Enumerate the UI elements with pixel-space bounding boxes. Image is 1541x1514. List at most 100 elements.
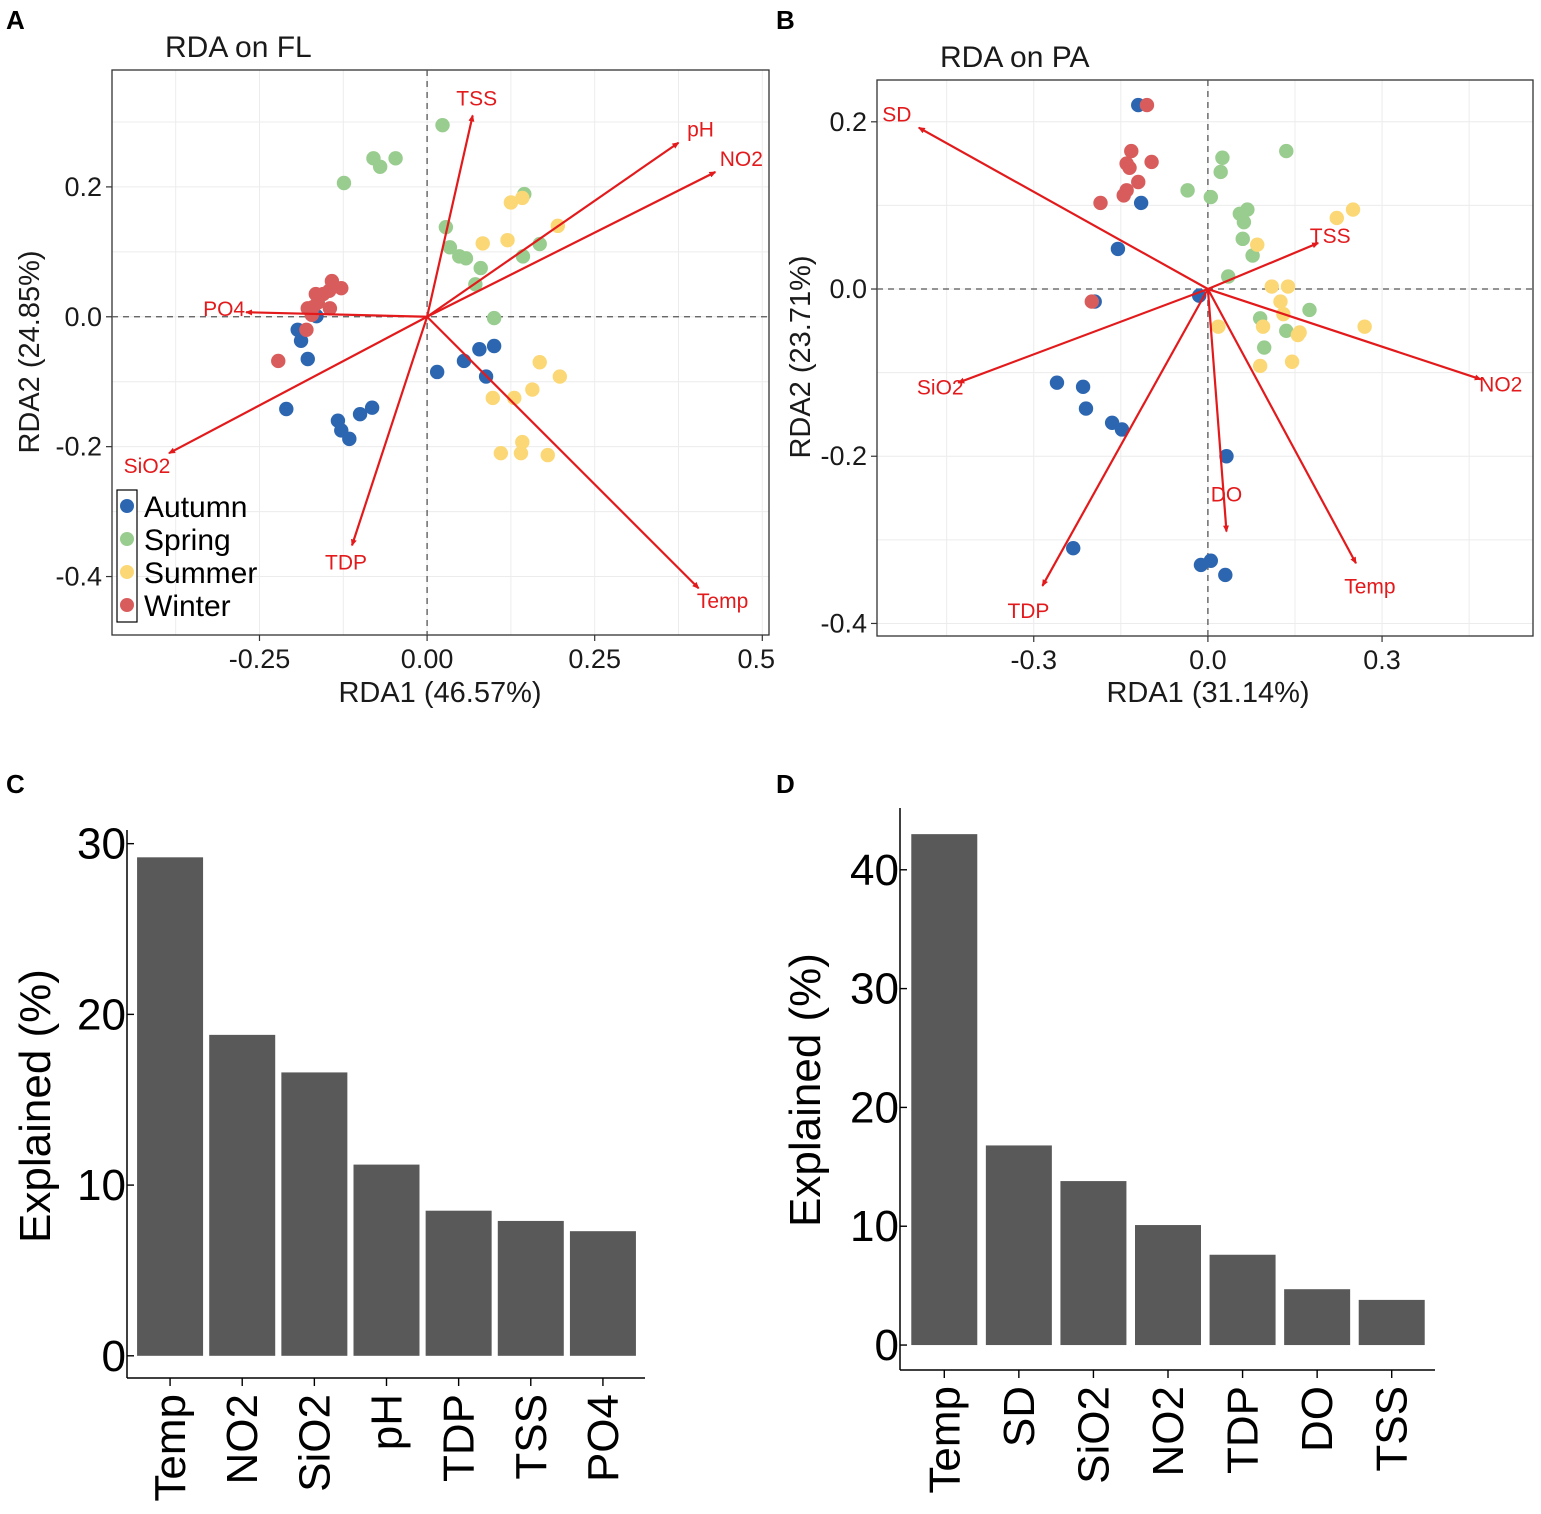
legend-swatch-summer bbox=[120, 565, 134, 579]
sample-point-autumn bbox=[1110, 241, 1126, 257]
sample-point-autumn bbox=[1066, 541, 1081, 556]
vector-arrow-temp bbox=[1206, 288, 1357, 565]
y-tick-label: 0 bbox=[875, 1321, 899, 1370]
sample-point-winter bbox=[271, 353, 286, 369]
sample-point-autumn bbox=[293, 333, 309, 349]
sample-point-spring bbox=[1235, 231, 1250, 247]
y-tick-label: 30 bbox=[77, 820, 126, 869]
x-tick-label-tss: TSS bbox=[1368, 1386, 1417, 1472]
sample-point-spring bbox=[1240, 202, 1255, 217]
y-tick-label: 40 bbox=[850, 846, 899, 895]
vector-arrow-no2 bbox=[426, 170, 717, 318]
sample-point-autumn bbox=[1219, 449, 1234, 464]
vector-label-sio2: SiO2 bbox=[124, 455, 171, 478]
sample-point-winter bbox=[1124, 143, 1139, 159]
vector-label-tdp: TDP bbox=[325, 551, 367, 574]
x-tick-label-no2: NO2 bbox=[1144, 1386, 1193, 1476]
sample-point-winter bbox=[334, 281, 349, 296]
fl-explained-bar-panel: 0 10 20 30 Temp NO2 SiO2 pH TDP TSS PO4 Explained… bbox=[11, 820, 645, 1502]
sample-point-spring bbox=[388, 151, 403, 166]
x-tick-label: 0.3 bbox=[1363, 645, 1401, 675]
sample-point-spring bbox=[1279, 323, 1294, 339]
bars bbox=[911, 834, 1425, 1346]
legend-swatch-winter bbox=[120, 598, 134, 612]
bars bbox=[137, 857, 636, 1356]
sample-point-autumn bbox=[486, 338, 502, 354]
vector-label-po4: PO4 bbox=[203, 298, 245, 321]
sample-point-autumn bbox=[429, 364, 445, 380]
sample-point-autumn bbox=[456, 353, 472, 369]
grid bbox=[112, 70, 769, 635]
sample-point-summer bbox=[1255, 319, 1271, 334]
sample-point-winter bbox=[1131, 174, 1146, 190]
vector-label-tss: TSS bbox=[1310, 225, 1351, 248]
sample-point-spring bbox=[435, 118, 450, 133]
legend-label-spring: Spring bbox=[144, 524, 231, 557]
bar-sio2 bbox=[281, 1072, 348, 1356]
y-tick-label: 20 bbox=[77, 990, 126, 1039]
sample-point-winter bbox=[1144, 154, 1159, 170]
sample-point-winter bbox=[1093, 195, 1108, 211]
sample-point-spring bbox=[1279, 143, 1294, 159]
bar-tdp bbox=[1209, 1254, 1276, 1346]
x-axis-label: RDA1 (46.57%) bbox=[338, 677, 541, 709]
x-axis-ticks: -0.3 0.0 0.3 bbox=[1010, 636, 1401, 675]
y-tick-label: -0.4 bbox=[55, 562, 102, 592]
x-tick-label-temp: Temp bbox=[146, 1394, 195, 1502]
x-tick-label: 0.0 bbox=[1189, 645, 1227, 675]
vector-arrow-do bbox=[1206, 288, 1230, 533]
sample-point-autumn bbox=[352, 406, 368, 422]
bar-do bbox=[1284, 1289, 1351, 1346]
sample-point-spring bbox=[1236, 214, 1252, 230]
x-axis-ticks: -0.25 0.00 0.25 0.5 bbox=[229, 635, 775, 674]
sample-point-spring bbox=[442, 240, 458, 255]
sample-point-autumn bbox=[300, 351, 315, 367]
sample-point-summer bbox=[1250, 237, 1265, 252]
grid bbox=[877, 80, 1533, 636]
vector-arrow-tdp bbox=[350, 316, 429, 547]
x-tick-label: 0.5 bbox=[738, 644, 776, 674]
vector-label-sio2: SiO2 bbox=[917, 377, 964, 400]
sample-points bbox=[1049, 97, 1372, 583]
x-axis-label: RDA1 (31.14%) bbox=[1106, 677, 1309, 709]
sample-point-winter bbox=[1139, 97, 1155, 113]
bar-sio2 bbox=[1060, 1181, 1127, 1346]
sample-point-autumn bbox=[1075, 379, 1091, 395]
legend-swatch-autumn bbox=[120, 499, 134, 513]
sample-point-spring bbox=[473, 260, 488, 276]
sample-point-summer bbox=[1211, 319, 1226, 334]
y-tick-label: 0.2 bbox=[64, 172, 102, 202]
y-axis-ticks: 0 10 20 30 bbox=[77, 820, 134, 1381]
x-tick-label-tss: TSS bbox=[507, 1394, 556, 1480]
y-axis-ticks: -0.4 -0.2 0.0 0.2 bbox=[55, 172, 112, 592]
panel-letter-d: D bbox=[776, 769, 795, 799]
vector-arrow-po4 bbox=[245, 309, 428, 318]
rda-fl-panel: RDA on FL TSS pH NO2 PO4 SiO2 TDP Temp -0.25 0.… bbox=[14, 31, 775, 709]
sample-point-summer bbox=[1264, 279, 1279, 294]
vector-arrow-temp bbox=[426, 316, 700, 590]
y-tick-label: 0.2 bbox=[829, 107, 867, 137]
x-tick-label: -0.25 bbox=[229, 644, 291, 674]
y-tick-label: 0 bbox=[102, 1332, 126, 1381]
sample-point-spring bbox=[1215, 150, 1230, 165]
sample-point-autumn bbox=[279, 401, 294, 417]
legend-key-box bbox=[116, 489, 138, 623]
sample-point-summer bbox=[1280, 279, 1296, 294]
sample-point-spring bbox=[1203, 189, 1219, 205]
sample-point-spring bbox=[372, 159, 388, 174]
env-vectors: SD TSS NO2 SiO2 TDP DO Temp bbox=[882, 104, 1522, 623]
sample-point-summer bbox=[515, 190, 530, 206]
rda-pa-panel: RDA on PA SD TSS NO2 SiO2 TDP DO Temp -0.3 0.0 0… bbox=[785, 41, 1534, 709]
x-tick-label-sio2: SiO2 bbox=[290, 1394, 339, 1492]
legend-label-winter: Winter bbox=[144, 590, 231, 623]
sample-point-summer bbox=[475, 236, 490, 251]
vector-arrow-tss bbox=[1207, 242, 1320, 291]
bar-temp bbox=[137, 857, 204, 1356]
y-axis-label: RDA2 (23.71%) bbox=[785, 255, 817, 458]
x-axis-ticks: Temp SD SiO2 NO2 TDP DO TSS bbox=[920, 1370, 1417, 1494]
vector-arrow-sio2 bbox=[168, 315, 428, 455]
sample-point-summer bbox=[493, 445, 509, 461]
vector-label-ph: pH bbox=[687, 119, 714, 142]
sample-point-summer bbox=[1292, 325, 1307, 340]
